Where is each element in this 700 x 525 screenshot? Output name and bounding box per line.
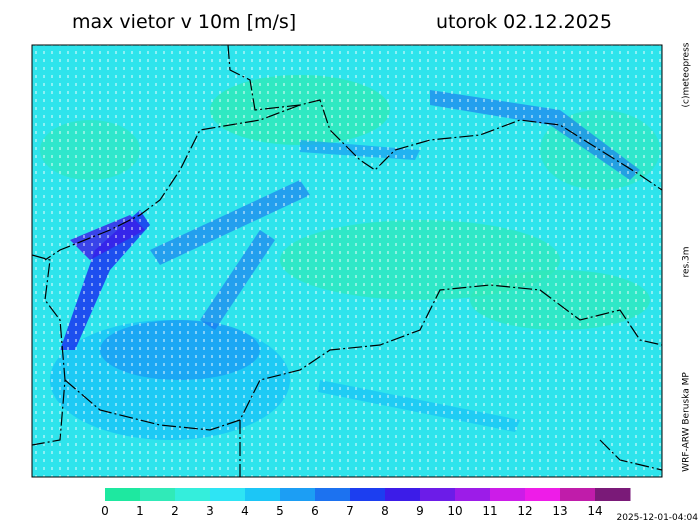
colorbar-swatch	[560, 488, 596, 501]
colorbar-label: 3	[206, 504, 214, 518]
colorbar-swatch	[455, 488, 491, 501]
colorbar-label: 7	[346, 504, 354, 518]
colorbar-label: 9	[416, 504, 424, 518]
colorbar-swatch	[350, 488, 386, 501]
side-label: (c)meteopress	[682, 42, 692, 107]
colorbar-swatch	[385, 488, 421, 501]
colorbar-swatch	[280, 488, 316, 501]
colorbar-label: 2	[171, 504, 179, 518]
side-labels: (c)meteopress res.3m WRF-ARW Beruska MP	[682, 42, 692, 472]
colorbar-label: 0	[101, 504, 109, 518]
colorbar-swatch	[245, 488, 281, 501]
colorbar-label: 6	[311, 504, 319, 518]
colorbar-label: 8	[381, 504, 389, 518]
colorbar-swatch	[525, 488, 561, 501]
colorbar-label: 5	[276, 504, 284, 518]
colorbar-label: 4	[241, 504, 249, 518]
colorbar-swatch	[210, 488, 246, 501]
colorbar-label: 14	[587, 504, 602, 518]
map-title: max vietor v 10m [m/s]	[72, 11, 296, 33]
timestamp: 2025-12-01-04:04	[617, 513, 699, 523]
colorbar-label: 1	[136, 504, 144, 518]
colorbar-label: 13	[552, 504, 567, 518]
colorbar-swatch	[175, 488, 211, 501]
colorbar-swatch	[490, 488, 526, 501]
wind-field	[32, 45, 662, 477]
colorbar: 0 1 2 3 4 5 6 7 8 9 10 11 12 13 14	[101, 488, 631, 518]
colorbar-swatch	[420, 488, 456, 501]
colorbar-label: 11	[482, 504, 497, 518]
map-frame	[31, 44, 663, 478]
colorbar-swatch	[140, 488, 176, 501]
colorbar-swatch	[315, 488, 351, 501]
colorbar-label: 10	[447, 504, 462, 518]
side-label: res.3m	[682, 246, 692, 277]
colorbar-swatch	[595, 488, 631, 501]
side-label: WRF-ARW Beruska MP	[682, 372, 692, 472]
map-date: utorok 02.12.2025	[436, 11, 612, 33]
colorbar-swatch	[105, 488, 141, 501]
colorbar-label: 12	[517, 504, 532, 518]
borders	[32, 45, 662, 477]
